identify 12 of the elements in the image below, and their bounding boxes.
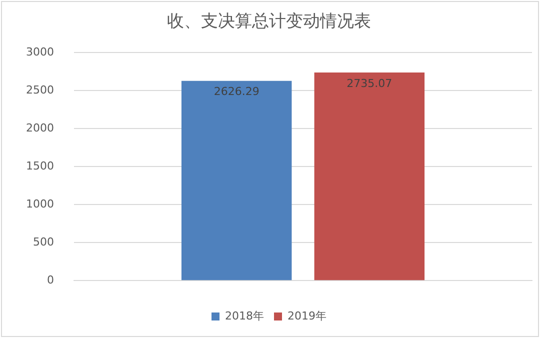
y-tick-label: 2000 — [26, 121, 54, 134]
y-tick-label: 500 — [32, 235, 54, 248]
data-label: 2735.07 — [346, 76, 392, 90]
y-tick-label: 3000 — [26, 45, 54, 58]
y-tick-label: 2500 — [26, 83, 54, 96]
legend-label: 2019年 — [288, 309, 326, 322]
y-tick-label: 1500 — [26, 159, 54, 172]
chart-title: 收、支决算总计变动情况表 — [167, 12, 371, 32]
data-label: 2626.29 — [214, 85, 260, 98]
y-tick-label: 1000 — [26, 197, 54, 210]
legend-label: 2018年 — [225, 309, 264, 322]
y-tick-label: 0 — [46, 273, 54, 286]
